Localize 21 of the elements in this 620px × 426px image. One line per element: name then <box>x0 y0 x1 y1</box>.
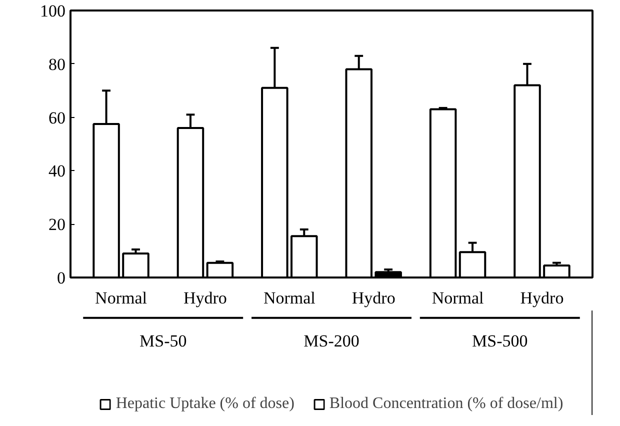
x-tick-label: Hydro <box>520 288 564 308</box>
x-tick-label: Hydro <box>352 288 396 308</box>
bar <box>122 252 150 278</box>
text: MS-50 <box>139 332 187 350</box>
bar <box>206 262 234 278</box>
text: MS-200 <box>304 332 360 350</box>
y-tick-label: 60 <box>48 108 66 128</box>
y-tick-label: 80 <box>48 54 66 74</box>
x-tick-label: Normal <box>432 288 484 308</box>
bar <box>543 264 570 278</box>
bar <box>429 108 457 278</box>
y-tick-label: 0 <box>57 268 66 288</box>
legend-label: Hepatic Uptake (% of dose) <box>116 395 294 413</box>
y-tick-label: 20 <box>48 215 66 234</box>
x-tick-label: Hydro <box>183 288 227 308</box>
legend-label: Blood Concentration (% of dose/ml) <box>329 395 564 413</box>
x-tick-label: Normal <box>95 288 148 308</box>
y-tick-label: 100 <box>40 2 66 20</box>
text: MS-500 <box>472 332 528 350</box>
x-tick-label: Normal <box>263 288 316 308</box>
y-tick-label: 40 <box>48 162 66 181</box>
